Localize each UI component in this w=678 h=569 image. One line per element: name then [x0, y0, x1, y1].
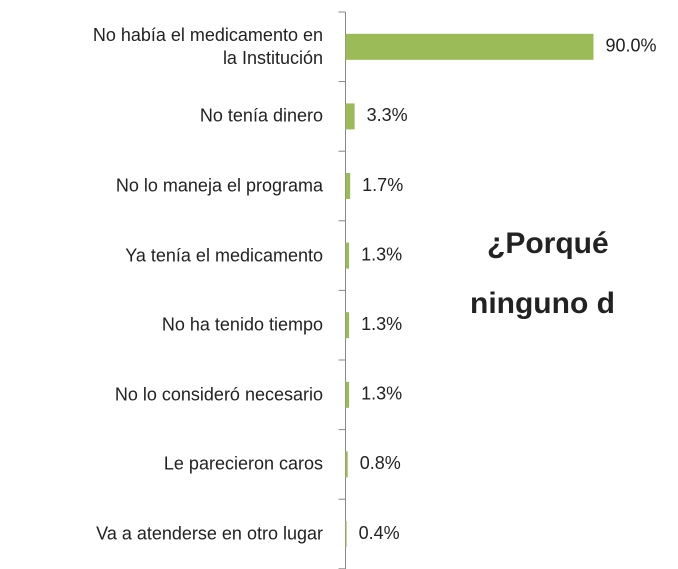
value-label: 1.7%	[362, 175, 403, 195]
bar	[345, 312, 350, 339]
category-label: No lo maneja el programa	[115, 175, 323, 196]
bar	[345, 242, 350, 269]
chart-title: ¿Porqué	[487, 227, 609, 260]
category-label: No tenía dinero	[199, 105, 323, 126]
value-label: 90.0%	[606, 36, 657, 56]
bar	[345, 103, 355, 130]
bar	[345, 33, 594, 60]
value-label: 3.3%	[367, 105, 408, 125]
value-label: 1.3%	[361, 384, 402, 404]
category-label: No ha tenido tiempo	[161, 314, 323, 335]
value-label: 0.4%	[359, 523, 400, 543]
bar	[345, 381, 350, 408]
chart-title: ninguno d	[470, 287, 615, 320]
bar	[345, 173, 351, 199]
category-label: No lo consideró necesario	[114, 384, 323, 405]
category-label: No había el medicamento en la Institució…	[92, 24, 323, 68]
value-label: 0.8%	[360, 453, 401, 473]
category-label: Va a atenderse en otro lugar	[96, 523, 323, 544]
bar	[345, 451, 348, 478]
category-label: Le parecieron caros	[163, 453, 323, 474]
category-label: Ya tenía el medicamento	[125, 245, 323, 266]
value-label: 1.3%	[361, 314, 402, 334]
value-label: 1.3%	[361, 244, 402, 264]
bar	[345, 521, 347, 547]
